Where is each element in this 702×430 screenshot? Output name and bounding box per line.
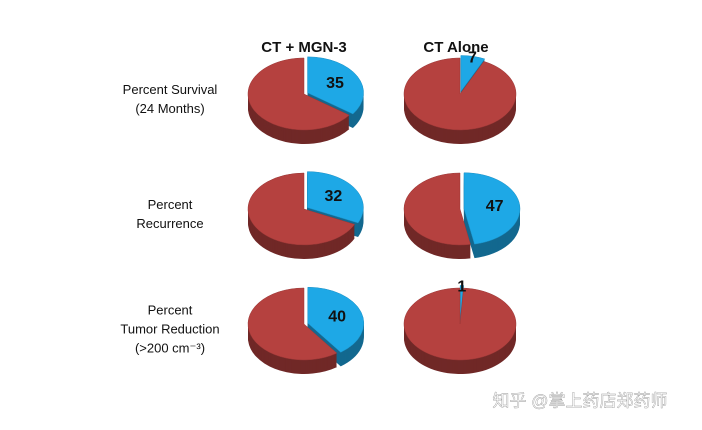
data-label: 35 — [326, 75, 344, 92]
row-label: (>200 cm⁻³) — [135, 340, 205, 355]
pie-slice — [403, 287, 517, 361]
row-label: Tumor Reduction — [120, 321, 219, 336]
pie-slice — [247, 57, 350, 131]
pie-slice — [403, 172, 471, 246]
pie-slice — [247, 172, 356, 246]
watermark: 知乎 @掌上药店郑药师 — [493, 391, 668, 410]
pie-slice — [403, 57, 517, 131]
row-label: Percent — [148, 197, 193, 212]
pie-slice — [307, 56, 364, 115]
column-header: CT + MGN-3 — [261, 39, 346, 56]
data-label: 47 — [486, 198, 504, 215]
pie-slice — [247, 287, 338, 361]
data-label: 40 — [328, 308, 346, 325]
row-label: Recurrence — [136, 216, 203, 231]
pie-slice — [463, 172, 521, 245]
data-label: 7 — [468, 49, 477, 66]
data-label: 32 — [324, 188, 342, 205]
data-label: 1 — [457, 278, 466, 295]
row-label: (24 Months) — [135, 101, 204, 116]
column-header: CT Alone — [423, 39, 488, 56]
row-label: Percent — [148, 302, 193, 317]
pie-slice — [307, 171, 364, 224]
row-label: Percent Survival — [123, 82, 218, 97]
pie-slice — [307, 286, 365, 353]
pie-slice — [460, 55, 486, 93]
